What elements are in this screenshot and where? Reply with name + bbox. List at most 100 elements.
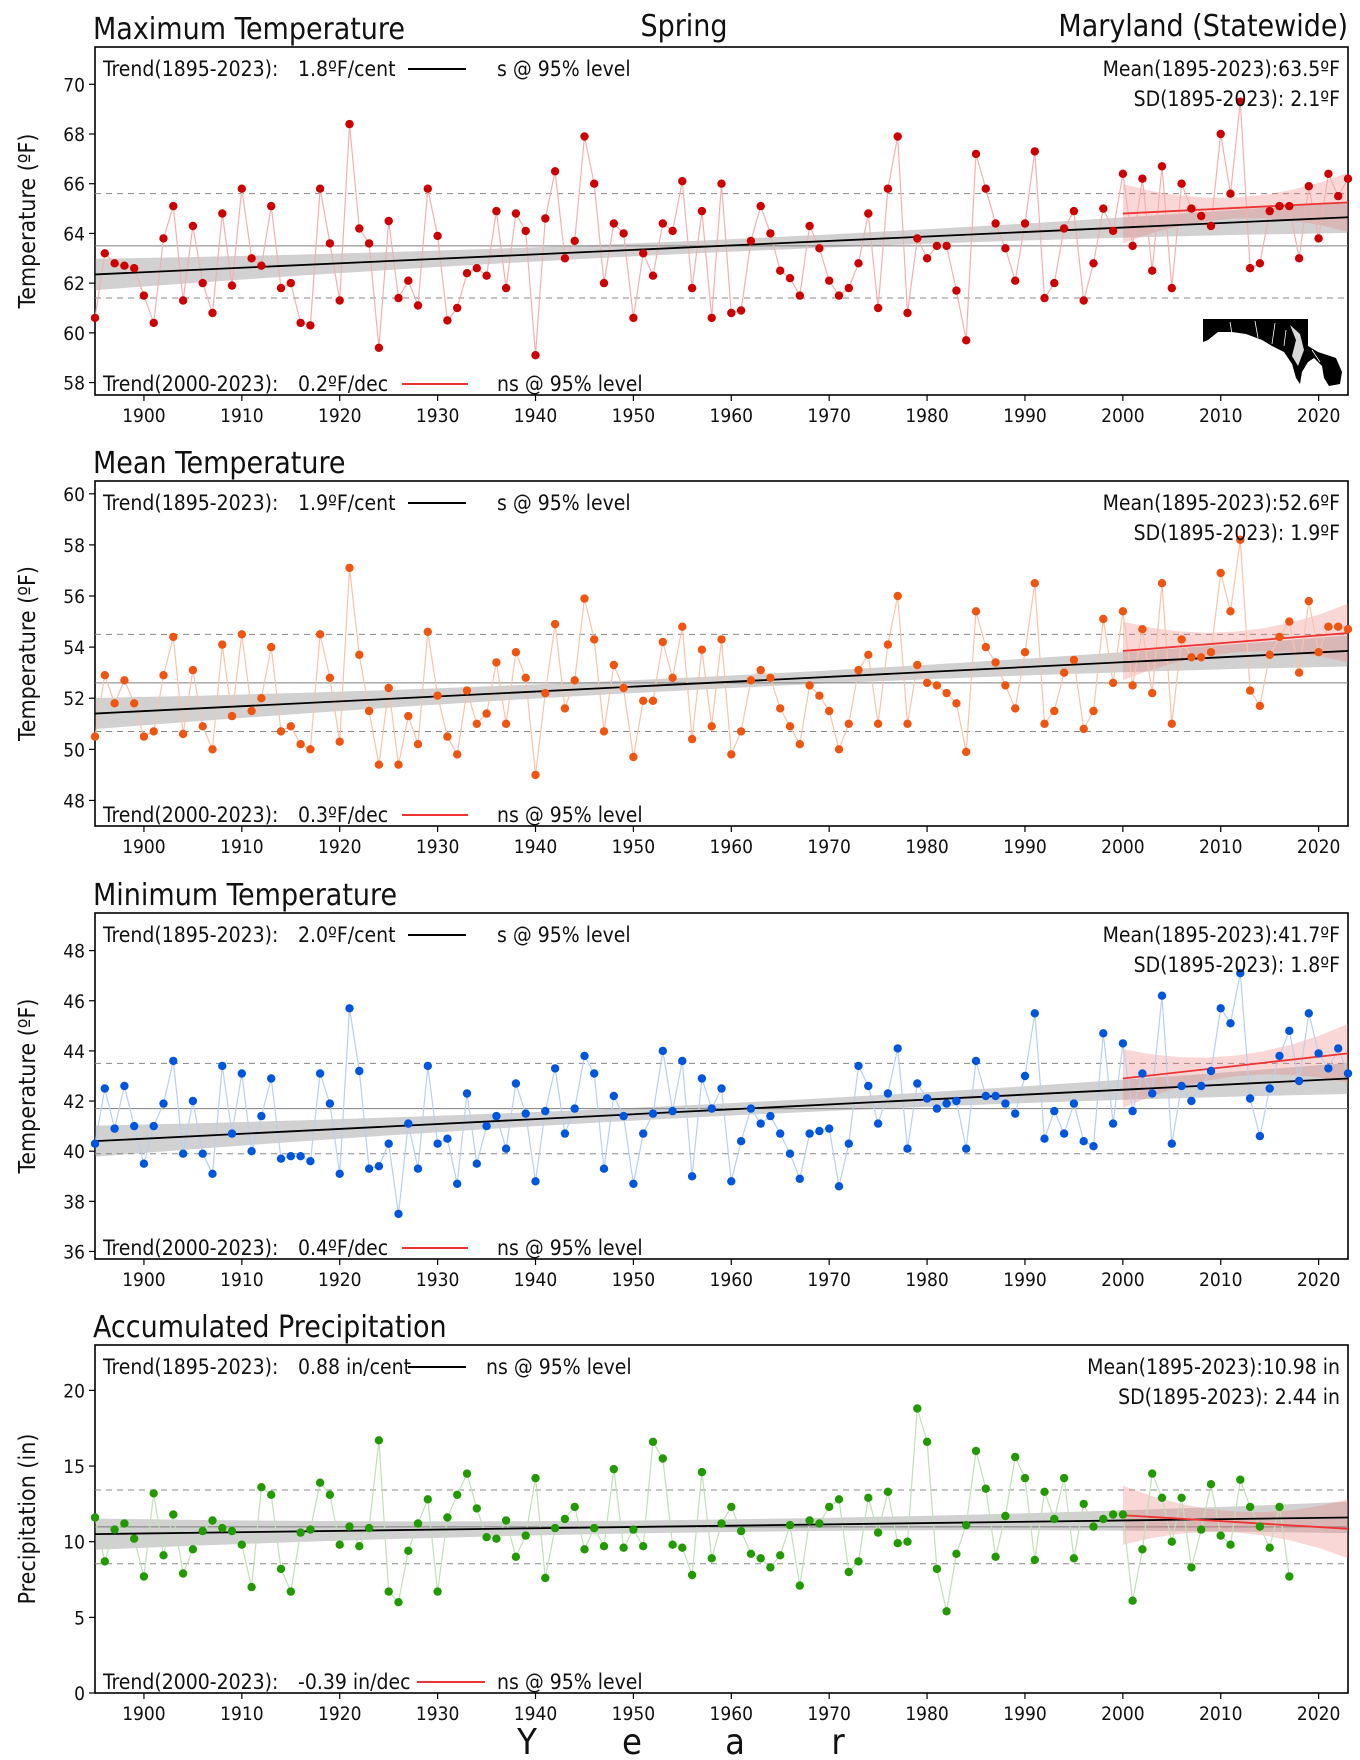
- data-point: [746, 1549, 756, 1559]
- data-point: [355, 650, 364, 659]
- data-point: [521, 1531, 530, 1540]
- data-point: [570, 1104, 579, 1113]
- data-point: [1001, 681, 1010, 690]
- data-point: [208, 1516, 217, 1525]
- data-point: [619, 1111, 628, 1121]
- y-axis-label: Precipitation (in): [15, 1434, 41, 1605]
- y-tick-label: 15: [63, 1456, 85, 1478]
- data-point: [120, 676, 129, 685]
- data-point: [785, 1520, 795, 1530]
- y-tick-label: 0: [74, 1683, 85, 1705]
- data-point: [1177, 635, 1186, 644]
- y-tick-label: 36: [63, 1241, 85, 1263]
- data-point: [1285, 201, 1294, 211]
- y-tick-label: 54: [63, 637, 85, 659]
- data-point: [267, 642, 276, 652]
- data-point: [178, 1569, 188, 1578]
- data-point: [873, 1119, 883, 1128]
- data-point: [404, 1546, 413, 1556]
- data-point: [218, 1523, 227, 1533]
- data-point: [678, 177, 687, 186]
- data-point: [1167, 1537, 1177, 1546]
- y-tick-label: 62: [63, 273, 85, 295]
- data-point: [913, 660, 922, 670]
- data-point: [854, 1061, 863, 1071]
- data-point: [139, 1572, 149, 1581]
- data-point: [374, 760, 384, 769]
- chart-title: Mean Temperature: [93, 446, 346, 481]
- data-point: [1148, 688, 1157, 698]
- data-point: [893, 132, 902, 141]
- data-point: [541, 1106, 550, 1116]
- data-point: [1128, 681, 1137, 690]
- data-point: [169, 201, 178, 211]
- data-point: [864, 1081, 873, 1091]
- x-tick-label: 1970: [807, 1269, 851, 1291]
- data-point: [991, 658, 1000, 667]
- data-point: [433, 691, 442, 700]
- data-point: [1206, 648, 1216, 657]
- data-point: [335, 737, 344, 746]
- data-point: [159, 234, 168, 243]
- data-point: [462, 1469, 472, 1478]
- data-point: [1089, 259, 1098, 268]
- data-point: [472, 1504, 481, 1513]
- xlabel-letter-2: e: [622, 1722, 642, 1760]
- plot-frame: [94, 912, 1349, 1260]
- data-point: [276, 727, 286, 736]
- data-point: [1059, 1473, 1069, 1483]
- data-point: [717, 635, 726, 644]
- data-point: [1148, 1089, 1157, 1098]
- data-point: [1138, 174, 1147, 183]
- data-point: [883, 640, 893, 649]
- data-point: [834, 745, 844, 754]
- data-point: [1118, 169, 1128, 178]
- data-point: [766, 673, 775, 682]
- data-point: [1128, 1106, 1137, 1116]
- data-point: [110, 259, 119, 268]
- data-point: [599, 1542, 609, 1551]
- data-point: [315, 184, 325, 193]
- trend-long-label: Trend(1895-2023):: [102, 491, 278, 515]
- data-point: [178, 1149, 188, 1158]
- data-point: [668, 1106, 677, 1116]
- data-point: [952, 699, 961, 708]
- data-point: [433, 1139, 442, 1148]
- data-point: [746, 1104, 756, 1113]
- x-tick-label: 1900: [122, 405, 166, 427]
- x-tick-label: 1980: [905, 1703, 949, 1725]
- data-point: [237, 184, 246, 193]
- data-point: [355, 224, 364, 233]
- data-point: [130, 1121, 139, 1131]
- x-tick-label: 1970: [807, 405, 851, 427]
- data-point: [501, 719, 511, 728]
- data-point: [854, 259, 863, 268]
- data-point: [521, 1109, 530, 1118]
- x-tick-label: 1990: [1003, 1269, 1047, 1291]
- trend-long-label: Trend(1895-2023):: [102, 923, 278, 947]
- data-point: [1343, 625, 1353, 634]
- data-point: [315, 630, 325, 639]
- data-point: [492, 1111, 501, 1121]
- x-tick-label: 1980: [905, 405, 949, 427]
- data-point: [962, 747, 971, 757]
- data-point: [1226, 189, 1235, 198]
- data-point: [981, 184, 990, 193]
- data-point: [883, 1487, 893, 1497]
- data-point: [1167, 283, 1177, 293]
- data-point: [736, 1137, 746, 1146]
- data-point: [1187, 1096, 1196, 1106]
- sd-stat: SD(1895-2023): 2.1ºF: [1134, 87, 1340, 111]
- x-tick-label: 1900: [122, 1269, 166, 1291]
- data-point: [776, 1129, 785, 1138]
- data-point: [815, 1126, 824, 1136]
- data-point: [609, 660, 618, 670]
- data-point: [560, 704, 570, 713]
- xlabel-letter-3: a: [725, 1722, 745, 1760]
- data-point: [472, 1159, 481, 1168]
- trend-long-significance: s @ 95% level: [497, 923, 631, 947]
- x-tick-label: 2010: [1199, 836, 1243, 858]
- y-tick-label: 60: [63, 323, 85, 345]
- trend-recent-value: 0.2ºF/dec: [298, 372, 388, 396]
- data-point: [1059, 1129, 1069, 1138]
